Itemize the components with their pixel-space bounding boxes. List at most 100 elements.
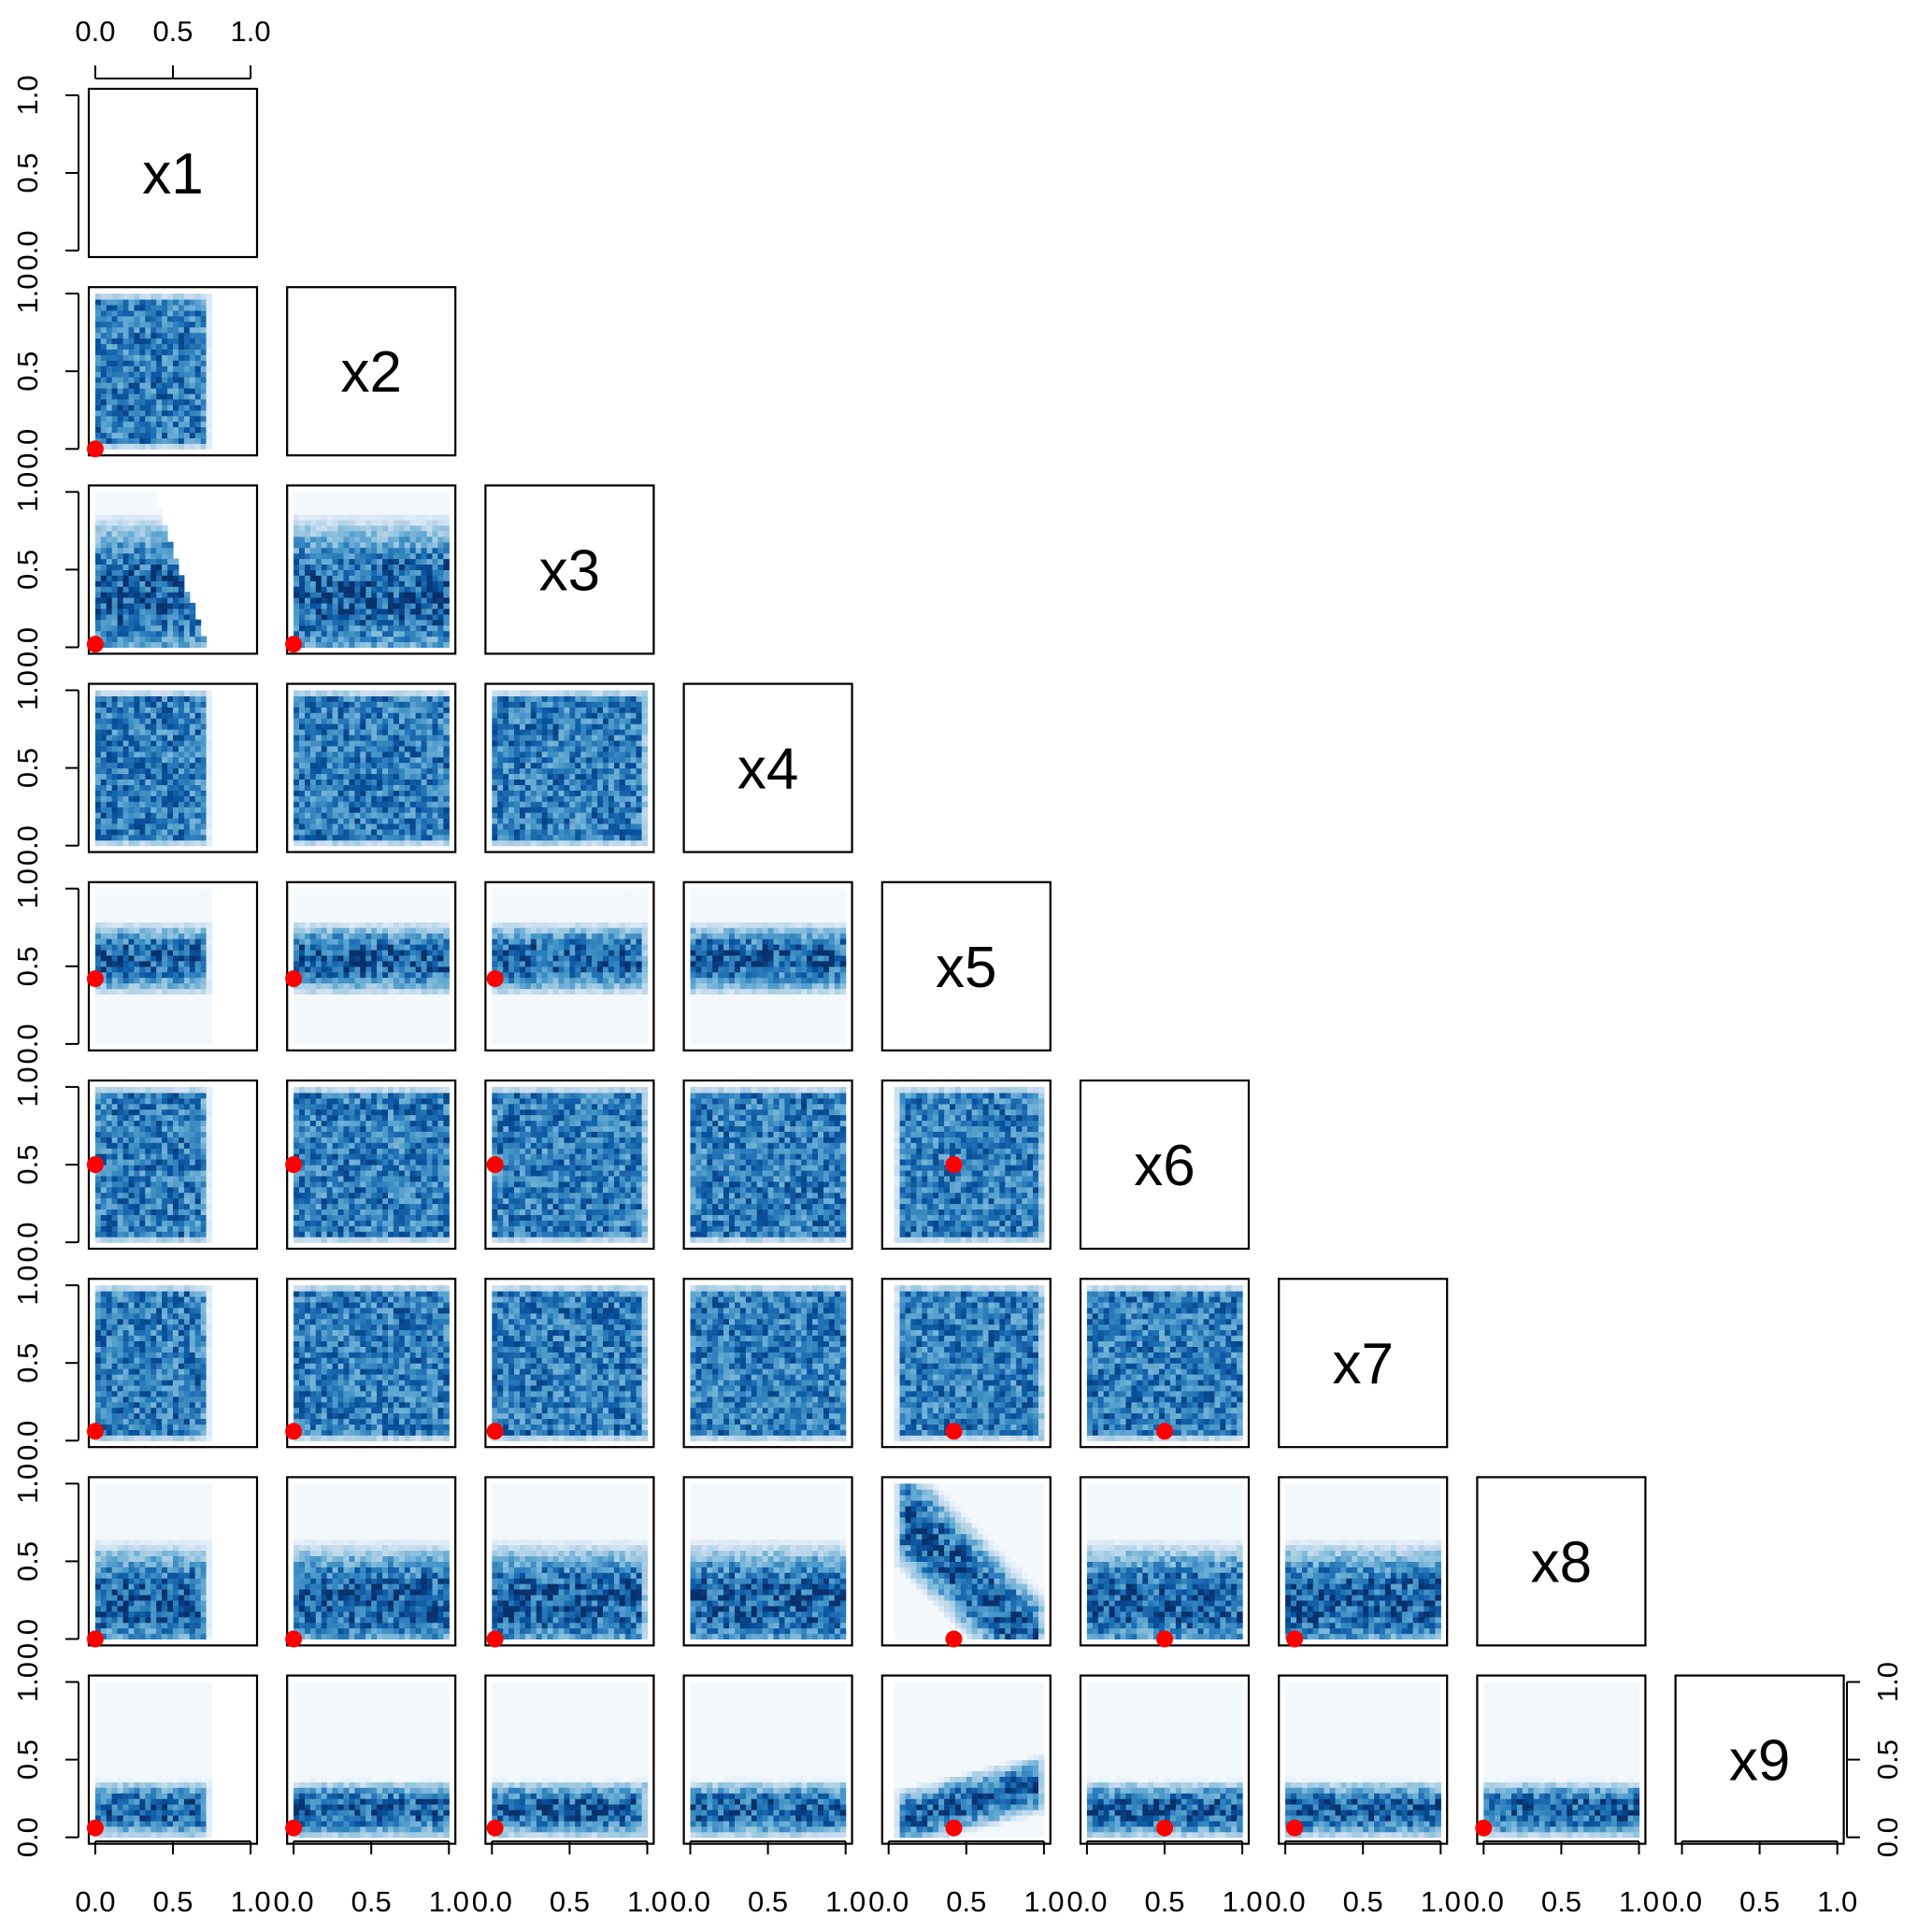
- heat-cell: [129, 608, 136, 615]
- heat-cell: [150, 327, 157, 334]
- heat-cell: [293, 695, 300, 702]
- heat-cell: [492, 812, 498, 819]
- heat-cell: [129, 377, 136, 383]
- heat-cell: [145, 807, 151, 813]
- heat-cell: [344, 978, 351, 984]
- heat-cell: [360, 818, 366, 824]
- heat-cell: [620, 740, 626, 747]
- heat-cell: [101, 701, 107, 708]
- heat-cell: [608, 795, 615, 802]
- heat-cell: [327, 751, 334, 758]
- heat-cell: [371, 723, 378, 730]
- heat-cell: [354, 978, 361, 984]
- heat-cell: [410, 637, 417, 643]
- heat-cell: [156, 989, 163, 995]
- heat-cell: [422, 642, 428, 649]
- heat-cell: [107, 1038, 113, 1045]
- heat-cell: [112, 823, 119, 830]
- heat-cell: [95, 823, 102, 830]
- heat-cell: [156, 592, 163, 598]
- heat-cell: [305, 983, 311, 990]
- heat-cell: [405, 801, 411, 808]
- heat-cell: [338, 784, 345, 791]
- heat-cell: [179, 966, 185, 973]
- heat-cell: [101, 950, 107, 956]
- heat-cell: [316, 520, 322, 526]
- heat-cell: [388, 559, 394, 565]
- heat-cell: [531, 807, 537, 813]
- heat-cell: [134, 938, 140, 945]
- heat-cell: [310, 818, 317, 824]
- heat-cell: [201, 818, 208, 824]
- heat-cell: [134, 410, 140, 417]
- heat-cell: [293, 718, 300, 724]
- heat-cell: [508, 812, 515, 819]
- heat-cell: [299, 1005, 306, 1011]
- heat-cell: [95, 1005, 102, 1011]
- heat-cell: [350, 995, 356, 1001]
- heat-cell: [637, 829, 643, 836]
- heat-cell: [316, 916, 322, 923]
- heat-cell: [316, 492, 322, 498]
- heat-cell: [350, 723, 356, 730]
- heat-cell: [101, 829, 107, 836]
- heat-cell: [422, 603, 428, 609]
- heat-cell: [179, 437, 185, 444]
- heat-cell: [637, 840, 643, 847]
- heat-cell: [410, 757, 417, 764]
- heat-cell: [492, 818, 498, 824]
- heat-cell: [179, 818, 185, 824]
- heat-cell: [416, 840, 422, 847]
- heat-cell: [365, 503, 372, 509]
- heat-cell: [360, 763, 366, 769]
- heat-cell: [95, 938, 102, 945]
- heat-cell: [293, 559, 300, 565]
- heat-cell: [437, 520, 444, 526]
- heat-cell: [327, 637, 334, 643]
- heat-cell: [382, 537, 389, 543]
- heat-cell: [350, 569, 356, 576]
- heat-cell: [293, 580, 300, 587]
- heat-cell: [201, 388, 208, 394]
- heat-cell: [350, 927, 356, 934]
- heat-cell: [156, 559, 163, 565]
- heat-cell: [371, 950, 378, 956]
- heat-cell: [388, 642, 394, 649]
- heat-cell: [145, 427, 151, 434]
- heat-cell: [559, 784, 565, 791]
- heat-cell: [179, 933, 185, 939]
- heat-cell: [360, 631, 366, 637]
- heat-cell: [416, 695, 422, 702]
- heat-cell: [625, 795, 632, 802]
- heat-cell: [118, 575, 124, 581]
- heat-cell: [167, 801, 174, 808]
- heat-cell: [637, 695, 643, 702]
- heat-cell: [350, 894, 356, 901]
- heat-cell: [537, 763, 543, 769]
- heat-cell: [134, 537, 140, 543]
- heat-cell: [118, 443, 124, 450]
- heat-cell: [427, 763, 434, 769]
- heat-cell: [107, 354, 113, 361]
- heat-cell: [520, 840, 526, 847]
- heat-cell: [565, 691, 571, 697]
- heat-cell: [371, 701, 378, 708]
- heat-cell: [207, 889, 213, 895]
- heat-cell: [95, 422, 102, 428]
- heat-cell: [101, 388, 107, 394]
- heat-cell: [95, 542, 102, 549]
- heat-cell: [139, 950, 146, 956]
- heat-cell: [405, 746, 411, 752]
- heat-cell: [207, 894, 213, 901]
- heat-cell: [443, 780, 450, 786]
- heat-cell: [299, 592, 306, 598]
- heat-cell: [134, 995, 140, 1001]
- heat-cell: [514, 829, 521, 836]
- heat-cell: [497, 823, 504, 830]
- heat-cell: [394, 818, 400, 824]
- heat-cell: [354, 966, 361, 973]
- heat-cell: [207, 1016, 213, 1023]
- heat-cell: [360, 569, 366, 576]
- heat-cell: [360, 910, 366, 917]
- heat-cell: [327, 978, 334, 984]
